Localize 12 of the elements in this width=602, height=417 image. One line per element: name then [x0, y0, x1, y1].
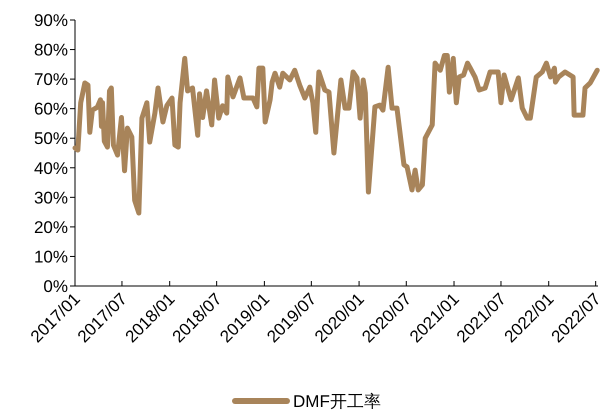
y-tick-label: 20% — [34, 218, 68, 237]
y-tick-label: 60% — [34, 100, 68, 119]
y-tick-label: 0% — [43, 277, 68, 296]
y-tick-label: 80% — [34, 40, 68, 60]
y-tick-label: 70% — [34, 70, 68, 90]
y-tick-label: 10% — [34, 247, 68, 266]
legend-label: DMF开工率 — [293, 392, 381, 411]
legend: DMF开工率 — [232, 392, 381, 411]
y-tick-label: 50% — [34, 129, 68, 148]
y-tick-label: 90% — [34, 11, 68, 30]
y-tick-label: 30% — [34, 188, 68, 208]
y-tick-label: 40% — [34, 158, 68, 178]
